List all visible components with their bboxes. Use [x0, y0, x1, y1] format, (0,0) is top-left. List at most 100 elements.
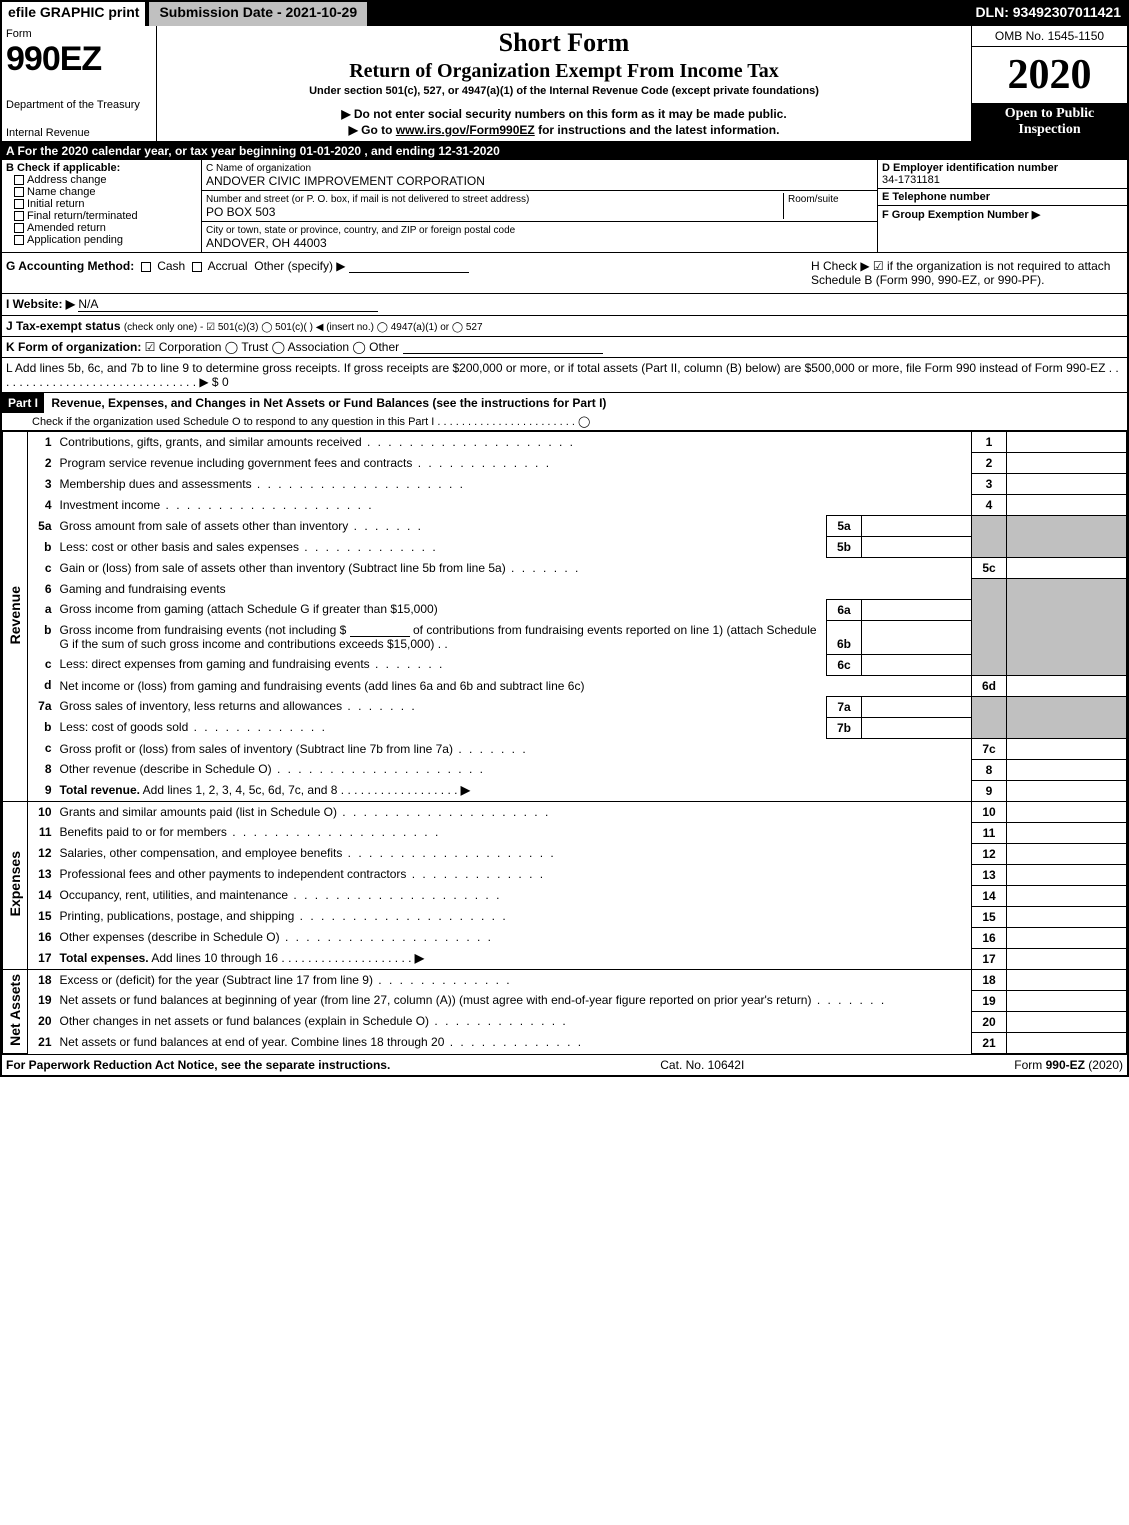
org-name-row: C Name of organization ANDOVER CIVIC IMP… [202, 160, 877, 191]
line-7a: 7a Gross sales of inventory, less return… [3, 696, 1127, 717]
city-label: City or town, state or province, country… [206, 225, 515, 236]
org-form-other-input[interactable] [403, 353, 603, 354]
line-14-value [1007, 885, 1127, 906]
section-def-block: D Employer identification number 34-1731… [877, 160, 1127, 252]
paperwork-notice: For Paperwork Reduction Act Notice, see … [6, 1058, 390, 1072]
line-20-value [1007, 1011, 1127, 1032]
lines-g-h: G Accounting Method: Cash Accrual Other … [2, 253, 1127, 294]
line-14: 14 Occupancy, rent, utilities, and maint… [3, 885, 1127, 906]
line-20: 20 Other changes in net assets or fund b… [3, 1011, 1127, 1032]
phone-row: E Telephone number [878, 189, 1127, 206]
checkbox-name-change[interactable]: Name change [14, 186, 197, 198]
line-6a-value [862, 599, 972, 620]
checkbox-address-change[interactable]: Address change [14, 174, 197, 186]
line-9-bold: Total revenue. [60, 783, 140, 797]
line-l-gross-receipts: L Add lines 5b, 6c, and 7b to line 9 to … [2, 358, 1127, 393]
line-21: 21 Net assets or fund balances at end of… [3, 1032, 1127, 1053]
page-footer: For Paperwork Reduction Act Notice, see … [2, 1054, 1127, 1075]
checkbox-cash[interactable] [141, 262, 151, 272]
line-j-tax-status: J Tax-exempt status (check only one) - ☑… [2, 316, 1127, 337]
ssn-warning: ▶ Do not enter social security numbers o… [161, 107, 967, 121]
line-2: 2 Program service revenue including gove… [3, 453, 1127, 474]
line-11: 11 Benefits paid to or for members 11 [3, 822, 1127, 843]
org-name-value: ANDOVER CIVIC IMPROVEMENT CORPORATION [206, 174, 873, 188]
line-4-value [1007, 495, 1127, 516]
form-header: Form 990EZ Department of the Treasury In… [2, 26, 1127, 142]
line-7c: c Gross profit or (loss) from sales of i… [3, 738, 1127, 759]
line-k-org-form: K Form of organization: ☑ Corporation ◯ … [2, 337, 1127, 358]
return-title: Return of Organization Exempt From Incom… [161, 60, 967, 83]
instructions-link[interactable]: www.irs.gov/Form990EZ [396, 123, 535, 137]
group-label: F Group Exemption Number ▶ [882, 209, 1040, 221]
tax-year: 2020 [972, 47, 1127, 103]
line-6d: d Net income or (loss) from gaming and f… [3, 675, 1127, 696]
form-meta-block: OMB No. 1545-1150 2020 Open to Public In… [972, 26, 1127, 141]
department-label: Department of the Treasury [6, 99, 152, 111]
group-exemption-row: F Group Exemption Number ▶ [878, 206, 1127, 252]
form-version: Form 990-EZ (2020) [1014, 1058, 1123, 1072]
section-b-checkboxes: B Check if applicable: Address change Na… [2, 160, 202, 252]
line-17-bold: Total expenses. [60, 951, 149, 965]
line-3-value [1007, 474, 1127, 495]
line-5c: c Gain or (loss) from sale of assets oth… [3, 558, 1127, 579]
top-bar: efile GRAPHIC print Submission Date - 20… [2, 2, 1127, 26]
line-7b-value [862, 717, 972, 738]
checkbox-app-pending[interactable]: Application pending [14, 234, 197, 246]
efile-print-label: efile GRAPHIC print [2, 2, 149, 26]
checkbox-amended-return[interactable]: Amended return [14, 222, 197, 234]
catalog-number: Cat. No. 10642I [660, 1058, 744, 1072]
go-to-prefix: ▶ Go to [349, 123, 396, 137]
line-15: 15 Printing, publications, postage, and … [3, 906, 1127, 927]
omb-number: OMB No. 1545-1150 [972, 26, 1127, 47]
line-5a: 5a Gross amount from sale of assets othe… [3, 516, 1127, 537]
line-18: Net Assets 18 Excess or (deficit) for th… [3, 969, 1127, 990]
line-6: 6 Gaming and fundraising events [3, 579, 1127, 600]
line-9-value [1007, 780, 1127, 801]
street-value: PO BOX 503 [206, 205, 783, 219]
section-c-org-info: C Name of organization ANDOVER CIVIC IMP… [202, 160, 877, 252]
line-g: G Accounting Method: Cash Accrual Other … [2, 253, 807, 293]
line-5a-value [862, 516, 972, 537]
checkbox-initial-return[interactable]: Initial return [14, 198, 197, 210]
top-bar-spacer [371, 2, 969, 26]
line-5b-value [862, 537, 972, 558]
line-6c-value [862, 654, 972, 675]
section-b-label: B Check if applicable: [6, 162, 120, 174]
other-method-input[interactable] [349, 272, 469, 273]
short-form-title: Short Form [161, 28, 967, 58]
revenue-side-label: Revenue [3, 432, 28, 802]
line-7c-value [1007, 738, 1127, 759]
city-row: City or town, state or province, country… [202, 222, 877, 252]
line-10: Expenses 10 Grants and similar amounts p… [3, 801, 1127, 822]
line-12-value [1007, 843, 1127, 864]
part-1-table: Revenue 1 Contributions, gifts, grants, … [2, 431, 1127, 1054]
line-18-value [1007, 969, 1127, 990]
part-1-header-row: Part I Revenue, Expenses, and Changes in… [2, 393, 1127, 431]
line-7a-value [862, 696, 972, 717]
part-1-title: Revenue, Expenses, and Changes in Net As… [47, 393, 610, 413]
net-assets-side-label: Net Assets [3, 969, 28, 1053]
line-8: 8 Other revenue (describe in Schedule O)… [3, 759, 1127, 780]
line-7b: b Less: cost of goods sold 7b [3, 717, 1127, 738]
checkbox-final-return[interactable]: Final return/terminated [14, 210, 197, 222]
org-form-label: K Form of organization: [6, 340, 141, 354]
checkbox-accrual[interactable] [192, 262, 202, 272]
street-label: Number and street (or P. O. box, if mail… [206, 194, 529, 205]
line-5c-value [1007, 558, 1127, 579]
line-10-value [1007, 801, 1127, 822]
line-21-value [1007, 1032, 1127, 1053]
ein-label: D Employer identification number [882, 162, 1058, 174]
instructions-link-row: ▶ Go to www.irs.gov/Form990EZ for instru… [161, 123, 967, 137]
org-form-options: ☑ Corporation ◯ Trust ◯ Association ◯ Ot… [145, 340, 399, 354]
public-inspection-label: Open to Public Inspection [972, 103, 1127, 141]
line-17: 17 Total expenses. Add lines 10 through … [3, 948, 1127, 969]
phone-label: E Telephone number [882, 191, 990, 203]
tax-status-label: J Tax-exempt status [6, 319, 121, 333]
form-label: Form [6, 28, 152, 40]
form-990ez-page: efile GRAPHIC print Submission Date - 20… [0, 0, 1129, 1077]
entity-info-block: B Check if applicable: Address change Na… [2, 160, 1127, 253]
ein-value: 34-1731181 [882, 174, 940, 186]
line-15-value [1007, 906, 1127, 927]
part-1-subtitle: Check if the organization used Schedule … [2, 413, 1127, 430]
line-12: 12 Salaries, other compensation, and emp… [3, 843, 1127, 864]
